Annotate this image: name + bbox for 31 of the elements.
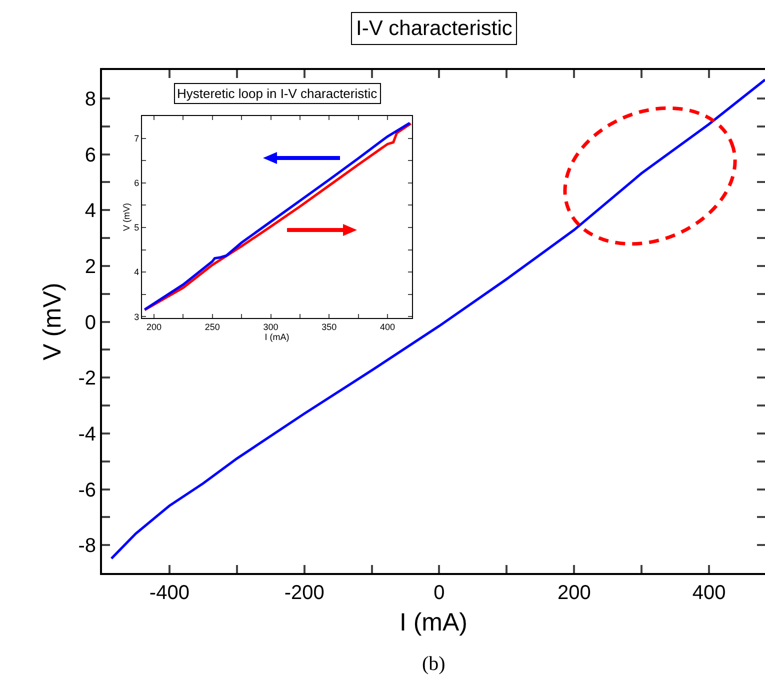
y-tick-label: 5	[134, 222, 140, 233]
y-axis-title: V (mV)	[122, 203, 132, 231]
x-tick-label: 0	[434, 582, 445, 604]
y-tick-label: 4	[84, 200, 96, 222]
x-tick-label: 400	[380, 322, 396, 332]
x-axis-title: I (mA)	[264, 332, 290, 342]
x-tick-label: -400	[149, 582, 190, 604]
line-series	[110, 78, 765, 560]
x-tick-label: 350	[322, 322, 337, 332]
chart-title: Hysteretic loop in I-V characteristic	[177, 86, 378, 101]
y-tick-label: 6	[84, 144, 96, 166]
y-tick-label: 3	[134, 312, 140, 322]
y-tick-label: 2	[84, 256, 96, 278]
y-tick-label: -6	[78, 479, 96, 502]
x-axis-title: I (mA)	[399, 608, 468, 636]
text: (b)	[422, 653, 446, 675]
x-tick-label: -200	[284, 582, 324, 604]
x-tick-label: 200	[557, 582, 591, 604]
y-tick-label: -2	[78, 368, 96, 390]
x-tick-label: 200	[146, 322, 162, 332]
y-axis-title: V (mV)	[38, 282, 66, 360]
y-tick-label: -4	[78, 423, 96, 446]
y-tick-label: -8	[78, 535, 96, 558]
x-tick-label: 300	[263, 322, 278, 332]
chart-title: I-V characteristic	[356, 17, 512, 40]
y-tick-label: 7	[134, 133, 140, 144]
x-tick-label: 400	[692, 582, 726, 604]
y-tick-label: 8	[84, 88, 96, 110]
x-tick-label: 250	[204, 322, 220, 332]
y-tick-label: 4	[134, 267, 140, 278]
y-tick-label: 6	[134, 178, 140, 188]
